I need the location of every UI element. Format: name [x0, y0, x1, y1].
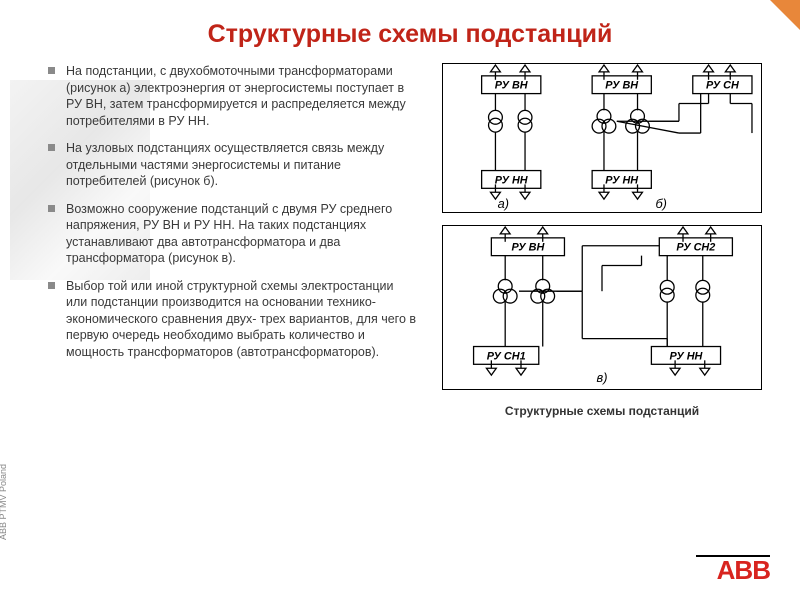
- svg-text:РУ ВН: РУ ВН: [511, 242, 545, 254]
- svg-text:РУ НН: РУ НН: [605, 174, 639, 186]
- bullet-column: На подстанции, с двухобмоточными трансфо…: [48, 63, 418, 418]
- svg-text:РУ СН1: РУ СН1: [487, 350, 526, 362]
- slide: Структурные схемы подстанций На подстанц…: [0, 0, 800, 600]
- slide-title: Структурные схемы подстанций: [48, 20, 772, 49]
- diagram-ab: РУ ВН РУ НН РУ ВН РУ НН РУ СН а) б): [442, 63, 762, 213]
- svg-text:РУ СН: РУ СН: [706, 80, 740, 92]
- side-label: ABB PTMV Poland: [0, 464, 8, 540]
- bullet-item: Выбор той или иной структурной схемы эле…: [48, 278, 418, 361]
- bullet-list: На подстанции, с двухобмоточными трансфо…: [48, 63, 418, 360]
- svg-text:б): б): [655, 196, 666, 211]
- svg-text:а): а): [498, 196, 509, 211]
- svg-text:РУ НН: РУ НН: [495, 174, 529, 186]
- svg-text:в): в): [597, 370, 608, 385]
- diagram-v: РУ ВНРУ СН2РУ СН1РУ ННв): [442, 225, 762, 390]
- content-row: На подстанции, с двухобмоточными трансфо…: [48, 63, 772, 418]
- logo-text: ABB: [717, 559, 770, 582]
- bullet-item: Возможно сооружение подстанций с двумя Р…: [48, 201, 418, 267]
- svg-text:РУ СН2: РУ СН2: [676, 242, 715, 254]
- svg-text:РУ ВН: РУ ВН: [495, 80, 529, 92]
- svg-text:РУ ВН: РУ ВН: [605, 80, 639, 92]
- diagram-caption: Структурные схемы подстанций: [505, 404, 699, 418]
- bullet-item: На узловых подстанциях осуществляется св…: [48, 140, 418, 190]
- bullet-item: На подстанции, с двухобмоточными трансфо…: [48, 63, 418, 129]
- abb-logo: ABB: [696, 555, 770, 582]
- diagram-column: РУ ВН РУ НН РУ ВН РУ НН РУ СН а) б) РУ ВН РУ СН…: [432, 63, 772, 418]
